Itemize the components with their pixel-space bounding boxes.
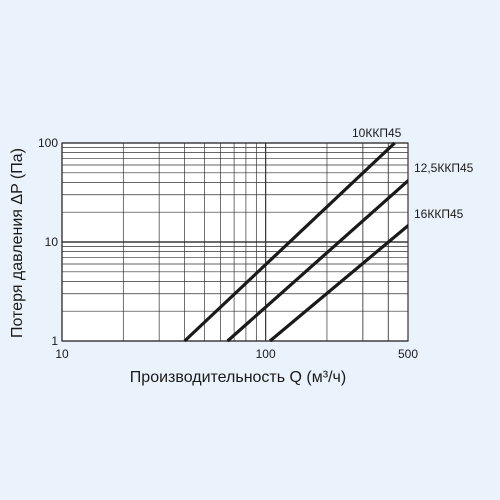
plot-frame <box>61 142 409 342</box>
x-axis-title: Производительность Q (м³/ч) <box>130 369 346 386</box>
series-line-3 <box>268 223 408 343</box>
series-lines <box>183 141 408 343</box>
x-tick-label: 500 <box>398 347 418 361</box>
y-tick-label: 10 <box>45 235 59 249</box>
x-tick-label: 100 <box>256 347 276 361</box>
y-axis-title: Потеря давления ΔP (Па) <box>9 148 26 338</box>
series-line-1 <box>183 141 396 343</box>
series-label-2: 12,5ККП45 <box>414 161 474 175</box>
grid <box>61 142 409 342</box>
y-tick-label: 1 <box>51 334 58 348</box>
series-label-1: 10ККП45 <box>352 126 402 140</box>
x-tick-label: 10 <box>55 347 69 361</box>
series-line-2 <box>226 178 408 343</box>
series-label-3: 16ККП45 <box>414 207 464 221</box>
y-tick-label: 100 <box>38 136 58 150</box>
